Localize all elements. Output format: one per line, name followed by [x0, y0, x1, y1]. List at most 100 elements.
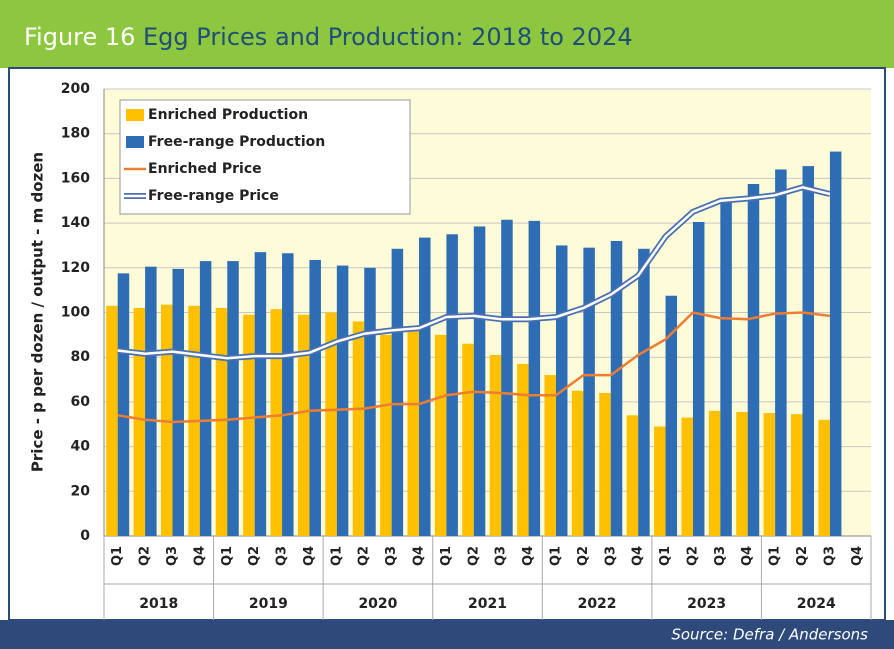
bar — [747, 183, 760, 537]
x-group-label: 2019 — [249, 596, 288, 612]
header-band — [0, 0, 894, 68]
bar — [380, 334, 392, 536]
x-tick-label: Q1 — [439, 546, 454, 566]
bar — [775, 169, 787, 536]
y-tick-label: 200 — [61, 81, 90, 97]
x-tick-label: Q4 — [412, 546, 427, 566]
bar — [818, 419, 830, 536]
chart-title: Egg Prices and Production: 2018 to 2024 — [143, 23, 633, 51]
x-tick-label: Q4 — [740, 546, 755, 566]
bar — [227, 261, 239, 536]
bar — [626, 415, 639, 536]
legend-label: Free-range Production — [148, 134, 325, 150]
bar — [544, 375, 556, 536]
x-group-label: 2018 — [139, 596, 178, 612]
bar — [528, 220, 541, 537]
footer-band — [0, 620, 894, 649]
bar — [802, 166, 815, 537]
x-tick-label: Q2 — [138, 546, 153, 566]
bar — [692, 221, 705, 537]
bar — [665, 295, 678, 536]
x-tick-label: Q2 — [247, 546, 262, 566]
y-tick-label: 120 — [61, 260, 90, 276]
bar — [254, 252, 267, 536]
bar — [434, 334, 447, 536]
bar — [145, 266, 157, 536]
legend-label: Free-range Price — [148, 188, 279, 204]
legend-swatch — [126, 109, 144, 121]
y-tick-label: 60 — [71, 394, 91, 410]
bar — [489, 354, 502, 536]
x-tick-label: Q3 — [384, 546, 399, 566]
y-tick-label: 180 — [61, 126, 90, 142]
legend-label: Enriched Price — [148, 161, 262, 177]
bar — [517, 363, 529, 536]
x-group-label: 2020 — [358, 596, 397, 612]
legend-swatch — [126, 136, 144, 148]
y-tick-label: 20 — [71, 483, 91, 499]
bar — [462, 343, 474, 536]
x-group-label: 2024 — [797, 596, 836, 612]
x-tick-label: Q1 — [548, 546, 563, 566]
bar — [736, 411, 748, 536]
line — [117, 311, 831, 424]
y-tick-label: 0 — [80, 528, 90, 544]
legend-label: Enriched Production — [148, 107, 308, 123]
bar — [720, 200, 732, 536]
bar — [599, 392, 611, 536]
legend-box — [119, 99, 411, 215]
bar — [270, 309, 283, 536]
bar — [309, 259, 321, 536]
x-tick-label: Q1 — [220, 546, 235, 566]
bar — [610, 240, 623, 537]
y-tick-label: 160 — [61, 170, 90, 186]
bar — [117, 273, 130, 536]
bar — [829, 151, 842, 536]
x-tick-label: Q3 — [165, 546, 180, 566]
x-tick-label: Q3 — [494, 546, 509, 566]
x-tick-label: Q3 — [275, 546, 290, 566]
x-tick-label: Q2 — [795, 546, 810, 566]
x-tick-label: Q2 — [685, 546, 700, 566]
y-tick-label: 100 — [61, 305, 90, 321]
y-tick-label: 140 — [61, 215, 90, 231]
x-group-label: 2021 — [468, 596, 507, 612]
bar — [352, 321, 365, 536]
line — [117, 186, 831, 360]
bar — [571, 390, 584, 536]
x-tick-label: Q3 — [603, 546, 618, 566]
bar — [681, 417, 693, 536]
bar — [391, 248, 404, 537]
x-tick-label: Q1 — [110, 546, 125, 566]
x-tick-label: Q1 — [329, 546, 344, 566]
bar — [583, 247, 595, 536]
bar — [297, 314, 310, 536]
x-tick-label: Q3 — [822, 546, 837, 566]
bar — [638, 248, 650, 537]
y-tick-label: 40 — [71, 439, 91, 455]
x-group-label: 2023 — [687, 596, 726, 612]
x-tick-label: Q1 — [658, 546, 673, 566]
bar — [325, 312, 337, 536]
x-tick-label: Q4 — [850, 546, 865, 566]
x-tick-label: Q1 — [768, 546, 783, 566]
x-tick-label: Q4 — [631, 546, 646, 566]
source: Source: Defra / Andersons — [671, 626, 868, 644]
x-tick-label: Q2 — [466, 546, 481, 566]
bar — [763, 413, 776, 536]
bar — [172, 268, 184, 536]
bar — [336, 265, 349, 536]
bar — [215, 308, 228, 536]
bar — [407, 330, 420, 536]
bar — [419, 237, 431, 536]
x-tick-label: Q2 — [576, 546, 591, 566]
figure-label: Figure 16 — [24, 23, 135, 51]
bar — [133, 308, 146, 536]
bar — [199, 261, 212, 536]
y-axis-label: Price - p per dozen / output - m dozen — [29, 152, 47, 472]
y-tick-label: 80 — [71, 349, 91, 365]
x-tick-label: Q3 — [713, 546, 728, 566]
x-tick-label: Q4 — [302, 546, 317, 566]
x-tick-label: Q2 — [357, 546, 372, 566]
